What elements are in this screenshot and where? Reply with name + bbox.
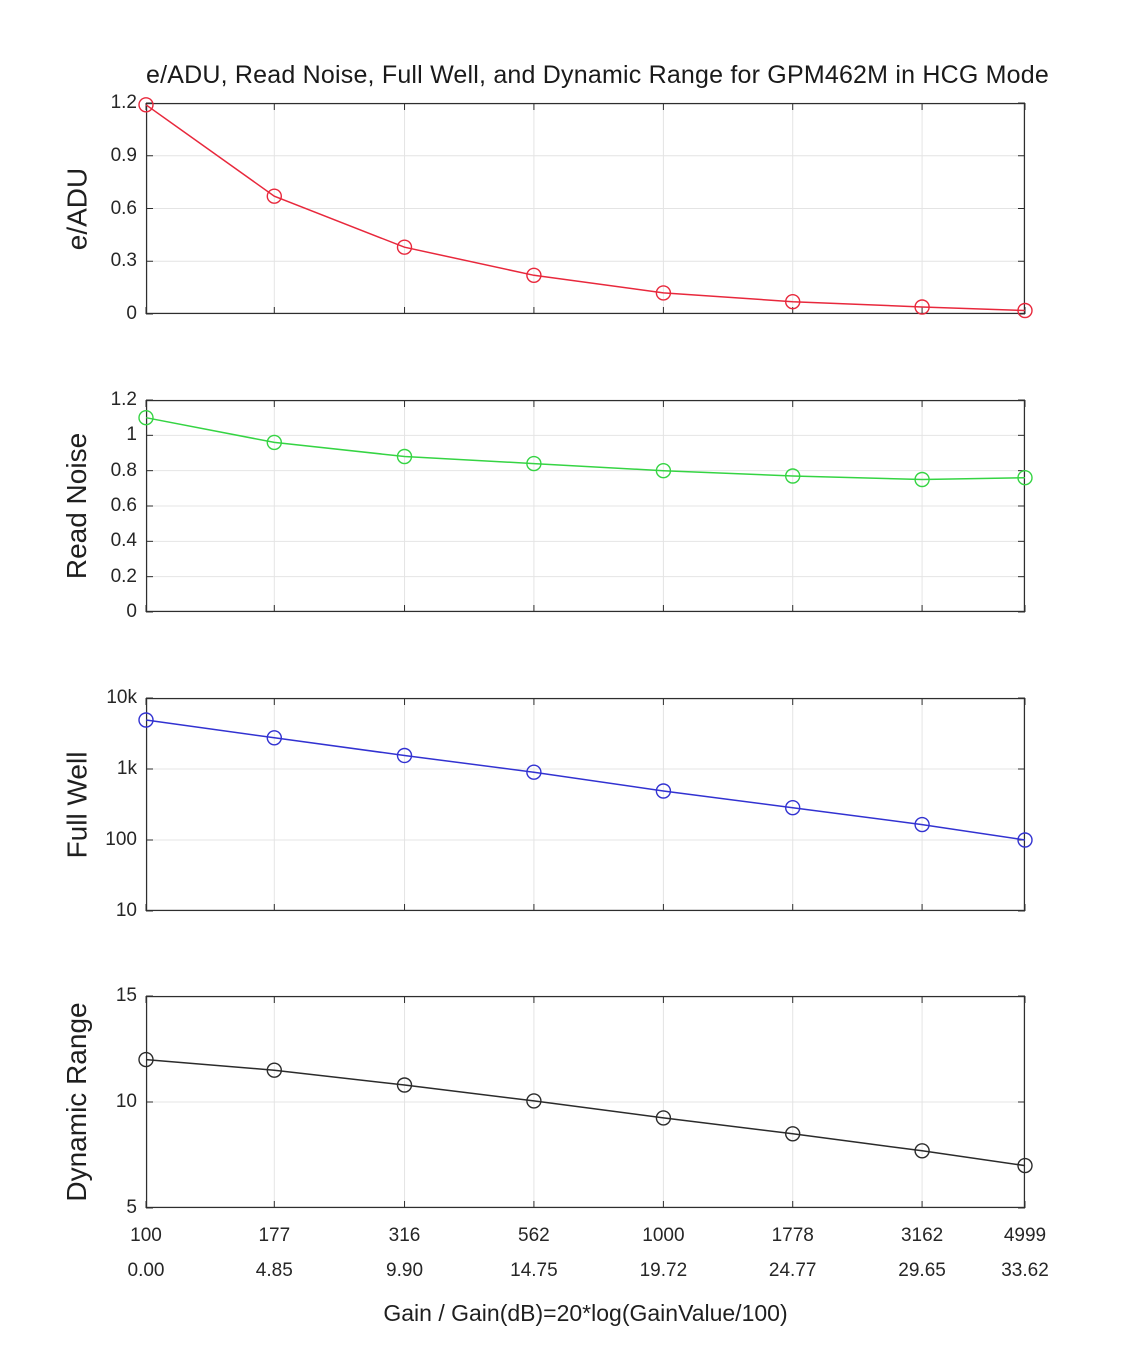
x-tick-label-db: 33.62 (1001, 1260, 1049, 1281)
data-point-marker (655, 783, 672, 799)
y-tick-label: 0.8 (110, 459, 137, 481)
plot-border (146, 996, 1025, 1209)
data-point-marker (914, 816, 930, 833)
data-point-marker (655, 285, 672, 301)
plot-border (146, 698, 1025, 912)
data-point-marker (526, 764, 542, 780)
x-tick-label-gain: 1000 (642, 1225, 685, 1246)
x-tick-label-gain: 3162 (900, 1225, 944, 1246)
y-tick-label: 0.2 (110, 565, 137, 587)
y-tick-label: 1k (116, 758, 137, 779)
plot-area-3 (138, 995, 1033, 1209)
plot-area-1 (138, 399, 1033, 613)
x-tick-label-db: 19.72 (639, 1260, 688, 1281)
data-point-marker (526, 267, 542, 284)
data-point-marker (914, 1143, 930, 1159)
data-point-marker (138, 1051, 154, 1068)
x-tick-label-gain: 316 (388, 1225, 421, 1246)
y-tick-label: 1.2 (110, 389, 137, 410)
x-tick-label-db: 29.65 (898, 1260, 946, 1281)
data-point-marker (785, 468, 801, 484)
data-point-marker (1017, 469, 1033, 486)
y-axis-label: Dynamic Range (61, 1002, 92, 1202)
x-tick-label-gain: 4999 (1003, 1225, 1047, 1246)
x-axis-label: Gain / Gain(dB)=20*log(GainValue/100) (383, 1300, 788, 1326)
data-point-marker (785, 799, 801, 816)
x-tick-label-db: 24.77 (768, 1260, 817, 1281)
x-tick-label-gain: 100 (130, 1225, 162, 1246)
data-series-line (145, 416, 1026, 481)
data-point-marker (138, 712, 154, 728)
y-tick-label: 0.6 (110, 197, 137, 219)
x-tick-label-db: 0.00 (127, 1260, 165, 1281)
data-point-marker (526, 455, 542, 472)
data-series-line (145, 719, 1026, 841)
y-tick-label: 0 (126, 601, 137, 622)
plot-area-2 (138, 697, 1033, 912)
data-point-marker (785, 1126, 801, 1142)
data-point-marker (396, 747, 413, 764)
y-tick-label: 100 (105, 829, 137, 850)
data-point-marker (396, 239, 413, 255)
subplot-read-noise (138, 399, 1033, 613)
y-tick-label: 10 (115, 1091, 137, 1112)
figure-title: e/ADU, Read Noise, Full Well, and Dynami… (146, 61, 1049, 89)
y-tick-label: 10 (115, 900, 137, 921)
plot-area-0 (138, 97, 1033, 319)
x-tick-label-db: 4.85 (255, 1260, 293, 1281)
data-series-line (145, 1058, 1026, 1167)
data-point-marker (1017, 302, 1033, 319)
subplot-e-adu (138, 97, 1033, 319)
data-point-marker (914, 299, 930, 315)
y-tick-label: 15 (115, 985, 137, 1006)
data-point-marker (914, 471, 930, 488)
data-series-line (145, 104, 1026, 312)
data-point-marker (655, 462, 672, 479)
y-axis-label: e/ADU (61, 167, 92, 250)
y-tick-label: 0.3 (110, 250, 137, 272)
x-tick-label-db: 14.75 (510, 1260, 558, 1281)
data-point-marker (1017, 832, 1033, 848)
data-point-marker (655, 1110, 672, 1126)
data-point-marker (266, 1062, 283, 1078)
data-point-marker (785, 293, 801, 310)
data-point-marker (266, 730, 283, 746)
y-tick-label: 0.4 (110, 530, 137, 552)
y-tick-label: 5 (126, 1197, 137, 1218)
y-axis-label: Full Well (61, 751, 92, 858)
y-tick-label: 10k (106, 687, 137, 708)
data-point-marker (138, 410, 154, 426)
data-point-marker (396, 1077, 413, 1093)
data-point-marker (1017, 1157, 1033, 1174)
data-point-marker (138, 97, 154, 113)
y-tick-label: 0.9 (110, 144, 137, 166)
y-tick-label: 0 (126, 303, 137, 324)
x-tick-label-db: 9.90 (386, 1260, 424, 1281)
y-tick-label: 1 (126, 424, 137, 446)
y-tick-label: 0.6 (110, 495, 137, 516)
y-tick-label: 1.2 (110, 92, 137, 113)
plot-border (146, 400, 1025, 613)
plot-border (146, 103, 1025, 315)
subplot-dynamic-range (138, 995, 1033, 1209)
data-point-marker (396, 448, 413, 465)
y-axis-label: Read Noise (61, 432, 92, 580)
x-tick-label-gain: 1778 (771, 1225, 814, 1246)
x-tick-label-gain: 177 (258, 1225, 291, 1246)
data-point-marker (266, 434, 283, 451)
x-tick-label-gain: 562 (518, 1225, 550, 1246)
subplot-full-well (138, 697, 1033, 912)
data-point-marker (526, 1093, 542, 1109)
data-point-marker (266, 188, 283, 204)
